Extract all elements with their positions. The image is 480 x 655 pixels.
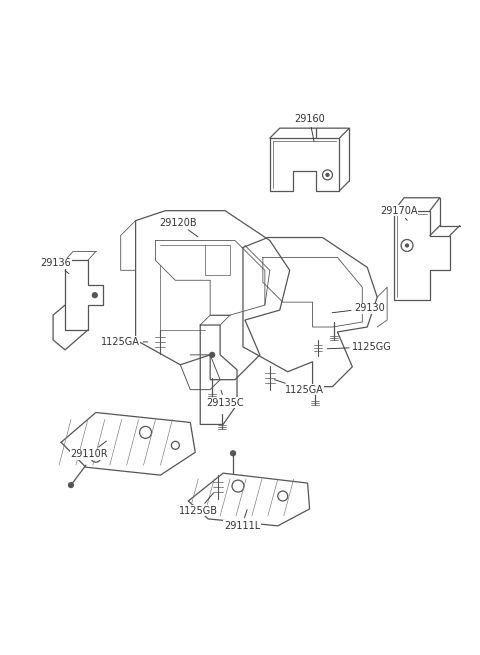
Circle shape — [326, 174, 329, 176]
Circle shape — [69, 483, 73, 487]
Text: 29111L: 29111L — [224, 510, 260, 531]
Text: 29120B: 29120B — [159, 217, 198, 237]
Text: 1125GG: 1125GG — [327, 342, 392, 352]
Text: 29136: 29136 — [41, 258, 72, 274]
Text: 29130: 29130 — [332, 303, 385, 313]
Text: 29160: 29160 — [294, 114, 325, 141]
Text: 1125GA: 1125GA — [101, 337, 148, 347]
Text: 29110R: 29110R — [70, 441, 108, 459]
Circle shape — [92, 293, 97, 297]
Text: 29170A: 29170A — [380, 206, 418, 221]
Circle shape — [210, 352, 215, 358]
Text: 1125GB: 1125GB — [179, 493, 218, 516]
Circle shape — [230, 451, 236, 456]
Text: 29135C: 29135C — [206, 390, 244, 407]
Circle shape — [406, 244, 408, 247]
Text: 1125GA: 1125GA — [275, 380, 324, 395]
